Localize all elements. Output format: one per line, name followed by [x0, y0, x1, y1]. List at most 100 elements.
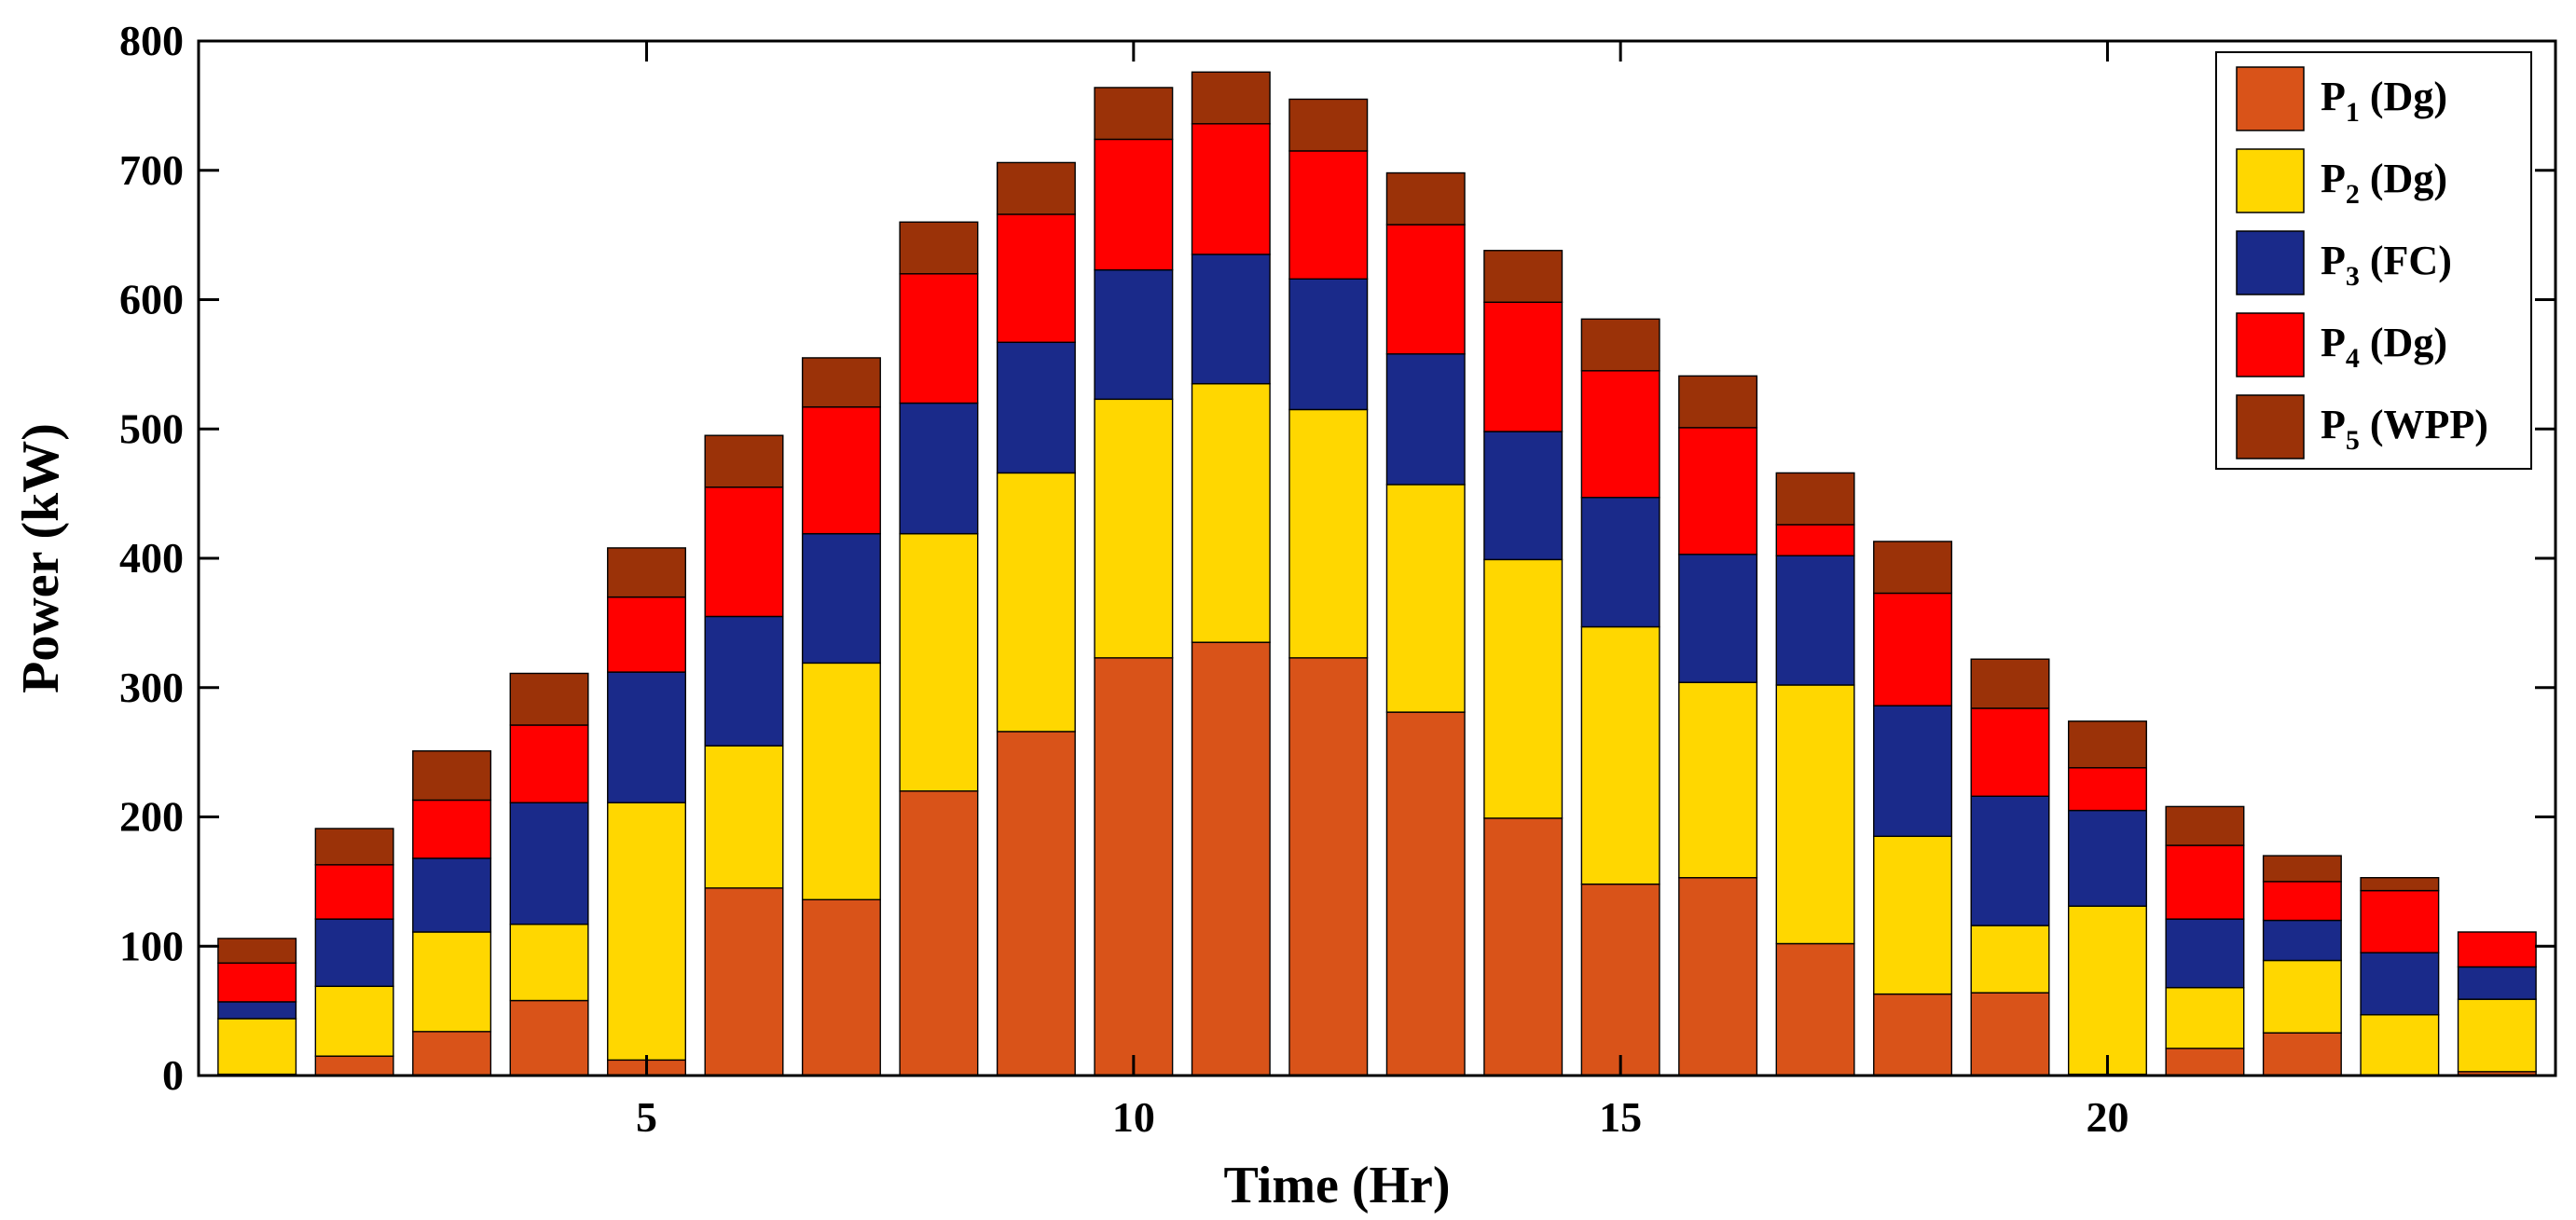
- bar-hour-7-p2: [801, 662, 881, 901]
- bar-hour-20-p3: [2067, 809, 2147, 907]
- bar-hour-12-p4: [1288, 150, 1369, 281]
- bar-hour-22-p3: [2262, 919, 2342, 962]
- bar-hour-19-p2: [1970, 925, 2050, 994]
- bar-hour-14-p3: [1483, 431, 1564, 561]
- bar-hour-23-p2: [2360, 1014, 2440, 1076]
- bar-hour-9-p1: [996, 731, 1076, 1076]
- y-tick-label-100: 100: [119, 922, 184, 969]
- bar-hour-17-p1: [1775, 942, 1855, 1076]
- bar-hour-6-p3: [704, 615, 784, 747]
- bar-hour-17-p3: [1775, 555, 1855, 686]
- bar-hour-2-p1: [314, 1055, 394, 1076]
- bar-hour-7-p1: [801, 898, 881, 1076]
- bar-hour-11-p2: [1191, 382, 1271, 643]
- y-tick-label-0: 0: [162, 1051, 184, 1099]
- bar-hour-9-p5: [996, 161, 1076, 215]
- y-tick-label-400: 400: [119, 534, 184, 582]
- bar-hour-18-p4: [1873, 592, 1953, 706]
- bar-hour-9-p3: [996, 341, 1076, 474]
- bar-hour-10-p4: [1094, 138, 1174, 271]
- bar-hour-5-p2: [607, 802, 687, 1062]
- bar-hour-5-p3: [607, 671, 687, 803]
- x-tick-label-10: 10: [1112, 1093, 1155, 1141]
- bar-hour-13-p1: [1385, 711, 1466, 1076]
- bar-hour-1-p5: [217, 938, 297, 964]
- bar-hour-20-p4: [2067, 767, 2147, 812]
- legend-swatch-p1: [2236, 66, 2305, 131]
- bar-hour-22-p5: [2262, 855, 2342, 883]
- x-tick-label-15: 15: [1599, 1093, 1642, 1141]
- bar-hour-7-p5: [801, 357, 881, 408]
- y-tick-label-600: 600: [119, 276, 184, 323]
- bar-hour-5-p5: [607, 547, 687, 598]
- bar-hour-11-p3: [1191, 254, 1271, 385]
- bar-hour-15-p3: [1580, 497, 1660, 628]
- bar-hour-8-p2: [899, 532, 979, 792]
- legend: P1 (Dg) P2 (Dg) P3 (FC) P4 (Dg) P5 (WPP): [2215, 51, 2532, 470]
- axis-ticks: 0 100 200 300 400 500 600 700 800 5 10 15 20: [119, 17, 2555, 1141]
- y-tick-label-800: 800: [119, 17, 184, 64]
- y-tick-label-700: 700: [119, 146, 184, 194]
- bar-hour-6-p4: [704, 486, 784, 618]
- bar-hour-14-p5: [1483, 250, 1564, 303]
- bar-hour-19-p5: [1970, 658, 2050, 709]
- bar-hour-16-p3: [1678, 554, 1758, 683]
- x-tick-label-20: 20: [2086, 1093, 2128, 1141]
- bar-hour-4-p1: [509, 999, 589, 1076]
- bar-hour-7-p4: [801, 405, 881, 535]
- bar-hour-10-p3: [1094, 268, 1174, 401]
- bar-hour-3-p1: [412, 1031, 492, 1076]
- legend-label-p1: P1 (Dg): [2321, 74, 2447, 128]
- legend-label-p2: P2 (Dg): [2321, 156, 2447, 210]
- bar-hour-15-p5: [1580, 318, 1660, 372]
- bar-hour-17-p4: [1775, 524, 1855, 556]
- bar-hour-11-p4: [1191, 123, 1271, 255]
- bar-hour-16-p2: [1678, 681, 1758, 879]
- bar-hour-5-p4: [607, 596, 687, 673]
- bar-hour-19-p1: [1970, 992, 2050, 1076]
- bar-hour-1-p4: [217, 962, 297, 1003]
- bar-hour-3-p4: [412, 799, 492, 859]
- bar-hour-3-p2: [412, 931, 492, 1033]
- bar-hour-21-p1: [2165, 1048, 2245, 1076]
- legend-label-p5: P5 (WPP): [2321, 402, 2488, 456]
- bar-hour-12-p5: [1288, 98, 1369, 152]
- bar-hour-4-p2: [509, 923, 589, 1002]
- bar-hour-9-p2: [996, 472, 1076, 733]
- bar-hour-1-p3: [217, 1001, 297, 1020]
- bar-hour-4-p4: [509, 724, 589, 803]
- bar-hour-2-p5: [314, 828, 394, 866]
- bar-hour-22-p4: [2262, 881, 2342, 922]
- bar-hour-13-p5: [1385, 171, 1466, 226]
- bar-hour-18-p5: [1873, 541, 1953, 595]
- bar-hour-15-p2: [1580, 625, 1660, 885]
- bar-hour-8-p1: [899, 790, 979, 1076]
- bar-hour-10-p5: [1094, 87, 1174, 141]
- bar-hour-2-p3: [314, 918, 394, 987]
- y-tick-label-200: 200: [119, 793, 184, 841]
- legend-swatch-p3: [2236, 230, 2305, 295]
- y-axis-title: Power (kW): [12, 423, 70, 693]
- bar-hour-21-p5: [2165, 805, 2245, 846]
- x-tick-label-5: 5: [636, 1093, 657, 1141]
- bar-hour-12-p1: [1288, 657, 1369, 1076]
- bar-hour-22-p1: [2262, 1032, 2342, 1076]
- bar-hour-15-p4: [1580, 370, 1660, 499]
- y-tick-label-300: 300: [119, 664, 184, 711]
- bar-hour-7-p3: [801, 532, 881, 665]
- bar-hour-10-p1: [1094, 657, 1174, 1076]
- bar-hour-20-p2: [2067, 905, 2147, 1076]
- bar-hour-16-p5: [1678, 375, 1758, 429]
- bar-hour-4-p3: [509, 802, 589, 925]
- bar-hour-17-p5: [1775, 472, 1855, 526]
- bar-hour-2-p4: [314, 864, 394, 920]
- bar-hour-23-p5: [2360, 877, 2440, 892]
- bar-hour-13-p2: [1385, 484, 1466, 713]
- bar-hour-6-p2: [704, 745, 784, 889]
- bar-hour-3-p3: [412, 857, 492, 933]
- bar-hour-14-p1: [1483, 817, 1564, 1076]
- bar-hour-10-p2: [1094, 398, 1174, 659]
- bar-hour-21-p3: [2165, 918, 2245, 989]
- bar-hour-17-p2: [1775, 684, 1855, 945]
- bar-hour-24-p2: [2457, 998, 2537, 1073]
